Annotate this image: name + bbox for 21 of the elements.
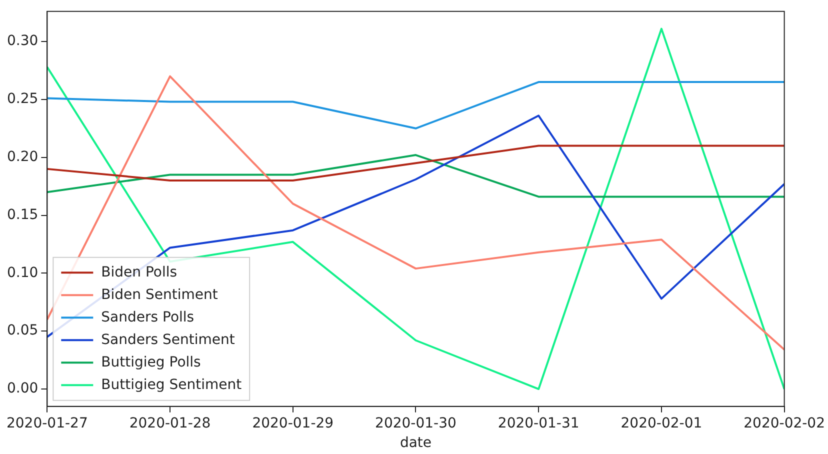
y-tick-label: 0.00 (7, 380, 38, 397)
y-tick-label: 0.10 (7, 264, 38, 281)
x-tick-label: 2020-01-30 (375, 415, 456, 432)
legend-label: Buttigieg Polls (101, 354, 201, 370)
legend-label: Buttigieg Sentiment (101, 376, 242, 393)
y-tick-label: 0.25 (7, 91, 38, 108)
x-tick-label: 2020-01-27 (6, 415, 88, 432)
legend-label: Biden Polls (101, 264, 178, 280)
x-tick-label: 2020-01-29 (252, 415, 334, 432)
x-tick-label: 2020-02-02 (744, 415, 826, 432)
legend-label: Sanders Sentiment (101, 332, 236, 348)
y-tick-label: 0.05 (7, 322, 38, 339)
x-tick-label: 2020-01-31 (498, 415, 580, 432)
legend-label: Sanders Polls (101, 309, 194, 326)
y-tick-label: 0.20 (7, 148, 38, 165)
legend-label: Biden Sentiment (101, 286, 218, 303)
x-tick-label: 2020-01-28 (129, 415, 211, 432)
x-axis-title: date (400, 435, 432, 452)
y-tick-label: 0.15 (7, 206, 38, 223)
x-tick-label: 2020-02-01 (620, 415, 702, 432)
y-tick-label: 0.30 (7, 33, 38, 50)
